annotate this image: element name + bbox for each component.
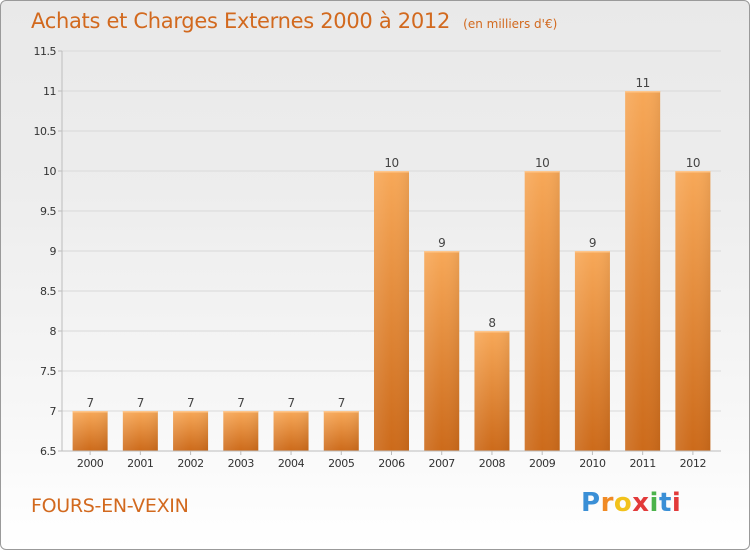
logo-letter: o xyxy=(613,488,633,518)
x-tick-label: 2007 xyxy=(429,457,456,470)
bar-value-label: 7 xyxy=(338,396,345,410)
bar-shine xyxy=(574,251,610,451)
bar-value-label: 7 xyxy=(137,396,144,410)
y-tick-label: 7 xyxy=(50,405,57,418)
bar-top-edge xyxy=(323,411,359,413)
bar-value-label: 10 xyxy=(686,156,700,170)
y-tick-label: 11 xyxy=(43,85,56,98)
bar-shine xyxy=(323,411,359,451)
bar-top-edge xyxy=(173,411,209,413)
x-tick-label: 2012 xyxy=(680,457,706,470)
bar-shine xyxy=(273,411,309,451)
x-tick-label: 2006 xyxy=(378,457,405,470)
y-tick-label: 9.5 xyxy=(40,205,56,218)
bar-top-edge xyxy=(625,91,661,93)
chart-title: Achats et Charges Externes 2000 à 2012 xyxy=(31,9,451,33)
y-tick-label: 10.5 xyxy=(34,125,57,138)
bar-value-label: 11 xyxy=(636,76,650,90)
bar-value-label: 9 xyxy=(438,236,445,250)
bar-shine xyxy=(374,171,409,451)
x-tick-label: 2005 xyxy=(328,457,355,470)
x-tick-label: 2010 xyxy=(579,457,606,470)
chart-unit-note: (en milliers d'€) xyxy=(463,17,558,31)
bar-shine xyxy=(474,331,510,451)
bar-value-label: 10 xyxy=(384,156,398,170)
bar-value-label: 8 xyxy=(488,316,495,330)
x-tick-label: 2011 xyxy=(629,457,655,470)
x-tick-label: 2004 xyxy=(278,457,305,470)
bar-value-label: 7 xyxy=(187,396,194,410)
bar-shine xyxy=(122,411,158,451)
bar-value-label: 7 xyxy=(237,396,244,410)
bar-shine xyxy=(675,171,711,451)
bar-shine xyxy=(223,411,259,451)
logo-letter: P xyxy=(581,488,601,518)
logo-letter: x xyxy=(632,488,650,518)
bar-top-edge xyxy=(524,171,560,173)
bar-top-edge xyxy=(72,411,108,413)
x-tick-label: 2003 xyxy=(228,457,255,470)
bar-value-label: 10 xyxy=(535,156,549,170)
bar-shine xyxy=(173,411,209,451)
bar-shine xyxy=(625,91,661,451)
y-tick-label: 8 xyxy=(50,325,57,338)
bar-top-edge xyxy=(424,251,460,253)
commune-name: FOURS-EN-VEXIN xyxy=(31,495,189,517)
bar-shine xyxy=(524,171,560,451)
logo-letter: i xyxy=(671,488,682,518)
logo-letter: r xyxy=(600,488,614,518)
axis-layer: 6.5 7 7.5 8 8.5 9 9.5 10 10.5 11 11.5 2000 2001 2002 2… xyxy=(34,45,721,470)
chart-title-block: Achats et Charges Externes 2000 à 2012 (… xyxy=(31,9,557,33)
bar-top-edge xyxy=(474,331,510,333)
y-tick-label: 9 xyxy=(50,245,57,258)
logo-letter: t xyxy=(658,488,672,518)
x-tick-label: 2009 xyxy=(529,457,556,470)
y-tick-label: 8.5 xyxy=(40,285,56,298)
y-tick-label: 6.5 xyxy=(40,445,56,458)
y-tick-label: 11.5 xyxy=(34,45,57,58)
proxiti-logo: Proxiti xyxy=(581,488,681,518)
bar-top-edge xyxy=(273,411,309,413)
x-tick-label: 2008 xyxy=(479,457,506,470)
logo-letter: i xyxy=(649,488,659,518)
y-tick-label: 7.5 xyxy=(40,365,56,378)
bars-layer: 7 7 7 7 7 7 10 9 8 10 9 11 10 xyxy=(72,76,711,451)
bar-value-label: 7 xyxy=(287,396,294,410)
bar-value-label: 9 xyxy=(589,236,596,250)
x-tick-label: 2002 xyxy=(177,457,203,470)
bar-top-edge xyxy=(122,411,158,413)
bar-shine xyxy=(424,251,460,451)
bar-top-edge xyxy=(374,171,409,173)
bar-top-edge xyxy=(574,251,610,253)
x-tick-label: 2001 xyxy=(127,457,153,470)
bar-shine xyxy=(72,411,108,451)
bar-top-edge xyxy=(675,171,711,173)
x-tick-label: 2000 xyxy=(77,457,104,470)
y-tick-label: 10 xyxy=(43,165,56,178)
bar-top-edge xyxy=(223,411,259,413)
bar-value-label: 7 xyxy=(87,396,94,410)
